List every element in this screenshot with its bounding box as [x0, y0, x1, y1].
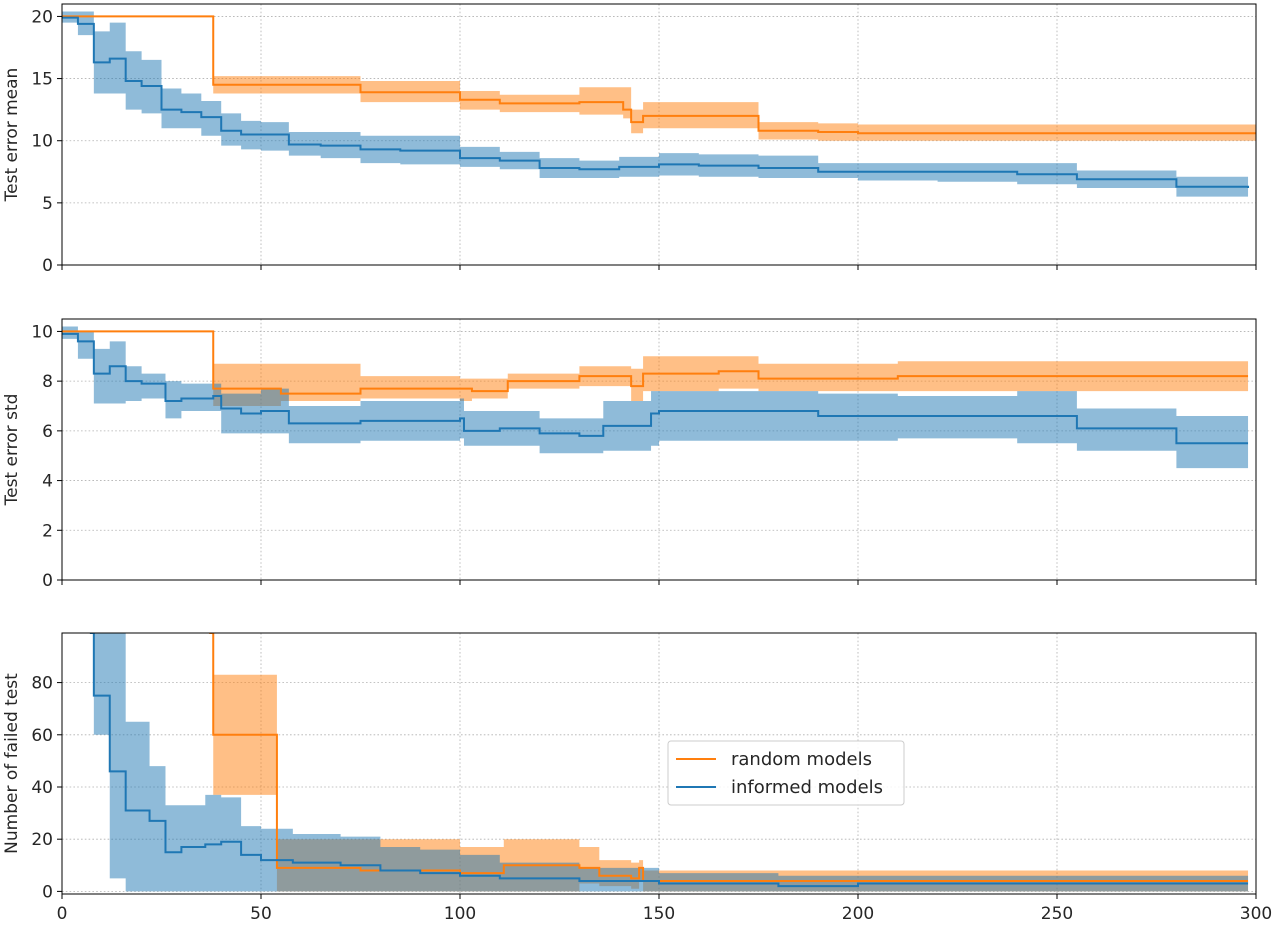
line-random-models	[62, 330, 1249, 395]
legend-label-informed-models: informed models	[731, 777, 883, 798]
x-tick-label: 0	[57, 904, 68, 924]
x-tick-label: 50	[250, 904, 272, 924]
y-tick-label: 0	[42, 256, 53, 276]
band-informed-models	[62, 11, 1249, 198]
y-tick-label: 2	[42, 521, 53, 541]
y-axis-label: Test error mean	[2, 68, 22, 203]
panel-test-error-std: 0 2 4 6 8 10 Test error std	[2, 318, 1257, 591]
y-tick-label: 60	[31, 726, 53, 746]
band-informed-models	[62, 326, 1249, 469]
x-tick-label: 300	[1240, 904, 1272, 924]
x-tick-label: 150	[643, 904, 675, 924]
y-tick-label: 0	[42, 571, 53, 591]
y-tick-label: 5	[42, 194, 53, 214]
y-tick-label: 6	[42, 422, 53, 442]
y-tick-label: 80	[31, 674, 53, 694]
y-tick-label: 0	[42, 882, 53, 902]
panel-number-of-failed-test: 0 20 40 60 80 0 50 100 150 200 250 300 Number of fai…	[2, 632, 1272, 924]
plot-area	[89, 633, 1249, 892]
line-random-models	[62, 15, 1256, 135]
y-tick-label: 40	[31, 778, 53, 798]
y-tick-label: 10	[31, 322, 53, 342]
y-tick-label: 20	[31, 7, 53, 27]
band-informed-models	[89, 633, 1249, 892]
legend-label-random-models: random models	[731, 749, 872, 770]
legend: random models informed models	[667, 740, 905, 806]
x-tick-label: 200	[842, 904, 874, 924]
line-informed-models	[62, 332, 1249, 445]
y-tick-label: 20	[31, 830, 53, 850]
y-tick-label: 8	[42, 372, 53, 392]
y-tick-label: 4	[42, 472, 53, 492]
plot-area	[62, 326, 1249, 469]
panel-test-error-mean: 0 5 10 15 20 Test error mean	[2, 3, 1257, 276]
y-axis-label: Test error std	[2, 394, 22, 507]
band-random-models	[62, 331, 1249, 406]
legend-box	[667, 740, 905, 806]
x-tick-label: 100	[444, 904, 476, 924]
line-random-models	[209, 633, 1249, 882]
line-informed-models	[89, 633, 1249, 888]
x-tick-label: 250	[1041, 904, 1073, 924]
y-axis-label: Number of failed test	[2, 673, 22, 854]
y-tick-label: 15	[31, 70, 53, 90]
y-tick-label: 10	[31, 132, 53, 152]
line-informed-models	[62, 16, 1250, 188]
plot-area	[62, 11, 1256, 198]
